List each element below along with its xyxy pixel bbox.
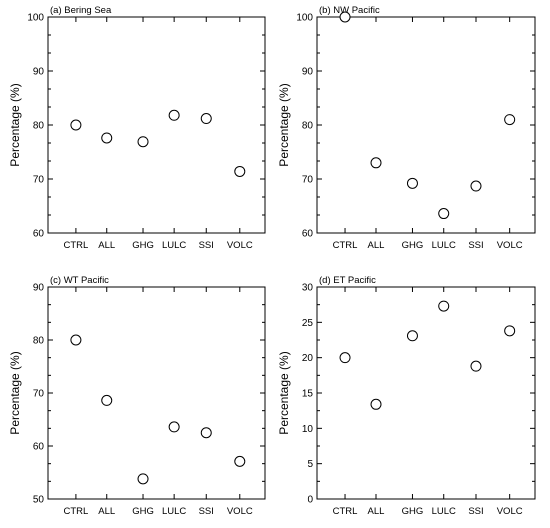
- y-tick-label: 90: [33, 67, 45, 78]
- x-tick-label-all: ALL: [98, 506, 115, 517]
- x-tick-label-all: ALL: [368, 506, 385, 517]
- x-tick-label-lulc: LULC: [162, 506, 186, 517]
- y-tick-label: 25: [302, 318, 314, 329]
- x-tick-label-ghg: GHG: [132, 240, 154, 251]
- data-point-volc: [504, 114, 516, 126]
- data-point-all: [101, 394, 113, 406]
- data-point-volc: [234, 165, 246, 177]
- data-point-ghg: [406, 177, 418, 189]
- x-tick-label-ghg: GHG: [132, 506, 154, 517]
- y-axis-label: Percentage (%): [277, 351, 291, 434]
- y-tick-label: 20: [302, 353, 314, 364]
- data-point-lulc: [438, 208, 450, 220]
- data-point-lulc: [168, 109, 180, 121]
- y-tick-label: 80: [33, 336, 45, 347]
- y-tick-label: 100: [296, 13, 313, 24]
- data-point-all: [370, 398, 382, 410]
- y-tick-label: 0: [307, 495, 313, 506]
- data-point-ssi: [470, 180, 482, 192]
- data-point-ssi: [200, 427, 212, 439]
- data-point-lulc: [168, 421, 180, 433]
- data-point-ctrl: [339, 11, 351, 23]
- y-tick-label: 60: [302, 229, 314, 240]
- x-tick-label-ctrl: CTRL: [333, 240, 358, 251]
- x-tick-label-all: ALL: [368, 240, 385, 251]
- y-tick-label: 60: [33, 229, 45, 240]
- data-point-ctrl: [70, 334, 82, 346]
- data-point-ghg: [137, 473, 149, 485]
- y-tick-label: 15: [302, 389, 314, 400]
- x-tick-label-ctrl: CTRL: [63, 506, 88, 517]
- x-tick-label-lulc: LULC: [432, 506, 456, 517]
- x-tick-label-ghg: GHG: [402, 240, 424, 251]
- panel-title: (d) ET Pacific: [319, 275, 376, 286]
- x-tick-label-ssi: SSI: [468, 506, 483, 517]
- panel-b-nw-pacific: (b) NW Pacific Percentage (%) 60 70 80 90 100 C…: [277, 5, 536, 251]
- x-tick-label-volc: VOLC: [227, 506, 253, 517]
- data-point-ssi: [200, 113, 212, 125]
- x-tick-label-ssi: SSI: [199, 506, 214, 517]
- y-tick-label: 80: [302, 121, 314, 132]
- data-point-lulc: [438, 300, 450, 312]
- x-tick-label-lulc: LULC: [432, 240, 456, 251]
- y-tick-label: 70: [33, 389, 45, 400]
- data-point-ctrl: [339, 352, 351, 364]
- data-point-volc: [504, 325, 516, 337]
- data-point-ctrl: [70, 119, 82, 131]
- y-tick-label: 50: [33, 495, 45, 506]
- data-point-ghg: [137, 136, 149, 148]
- panel-d-et-pacific: (d) ET Pacific Percentage (%) 0 5 10 15 20 25 30…: [277, 275, 536, 517]
- panel-title: (a) Bering Sea: [50, 5, 112, 16]
- x-tick-label-ssi: SSI: [468, 240, 483, 251]
- x-tick-label-all: ALL: [98, 240, 115, 251]
- panel-title: (b) NW Pacific: [319, 5, 380, 16]
- y-tick-label: 70: [33, 175, 45, 186]
- x-tick-label-ghg: GHG: [402, 506, 424, 517]
- y-tick-label: 30: [302, 283, 314, 294]
- y-axis-label: Percentage (%): [8, 351, 22, 434]
- x-tick-label-ssi: SSI: [199, 240, 214, 251]
- data-point-ghg: [406, 330, 418, 342]
- data-point-all: [101, 132, 113, 144]
- y-axis-label: Percentage (%): [8, 83, 22, 166]
- x-tick-label-lulc: LULC: [162, 240, 186, 251]
- y-tick-label: 70: [302, 175, 314, 186]
- y-tick-label: 5: [307, 459, 313, 470]
- x-tick-label-volc: VOLC: [227, 240, 253, 251]
- x-tick-label-ctrl: CTRL: [333, 506, 358, 517]
- plot-frame: [316, 16, 536, 234]
- y-tick-label: 10: [302, 424, 314, 435]
- y-tick-label: 60: [33, 442, 45, 453]
- x-tick-label-volc: VOLC: [497, 240, 523, 251]
- plot-frame: [316, 286, 536, 500]
- y-tick-label: 100: [27, 13, 44, 24]
- y-tick-label: 90: [302, 67, 314, 78]
- data-point-ssi: [470, 360, 482, 372]
- x-tick-label-volc: VOLC: [497, 506, 523, 517]
- panel-title: (c) WT Pacific: [50, 275, 109, 286]
- plot-frame: [47, 286, 266, 500]
- y-tick-label: 90: [33, 283, 45, 294]
- y-tick-label: 80: [33, 121, 45, 132]
- x-tick-label-ctrl: CTRL: [63, 240, 88, 251]
- panel-c-wt-pacific: (c) WT Pacific Percentage (%) 50 60 70 80 90 CT…: [8, 275, 266, 517]
- y-axis-label: Percentage (%): [277, 83, 291, 166]
- data-point-all: [370, 157, 382, 169]
- data-point-volc: [234, 455, 246, 467]
- panel-a-bering-sea: (a) Bering Sea Percentage (%) 60 70 80 90 100 C…: [8, 5, 266, 251]
